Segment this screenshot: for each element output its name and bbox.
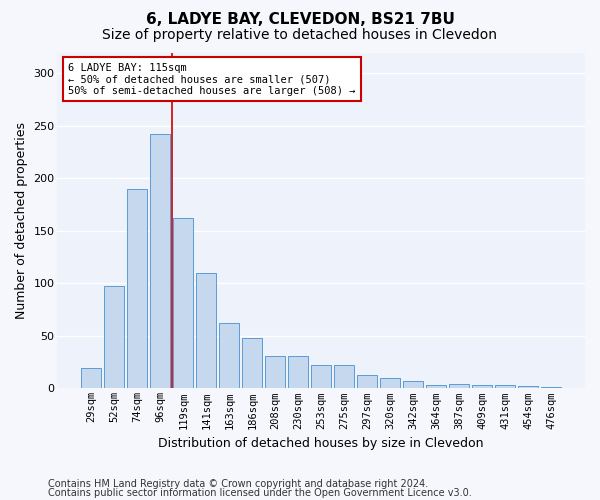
Bar <box>472 385 492 388</box>
Bar <box>518 386 538 388</box>
Bar <box>104 286 124 389</box>
Bar <box>151 134 170 388</box>
Bar <box>220 324 239 388</box>
Bar <box>380 378 400 388</box>
Text: 6 LADYE BAY: 115sqm
← 50% of detached houses are smaller (507)
50% of semi-detac: 6 LADYE BAY: 115sqm ← 50% of detached ho… <box>68 62 356 96</box>
Bar <box>358 374 377 388</box>
Text: Size of property relative to detached houses in Clevedon: Size of property relative to detached ho… <box>103 28 497 42</box>
Bar <box>496 385 515 388</box>
X-axis label: Distribution of detached houses by size in Clevedon: Distribution of detached houses by size … <box>158 437 484 450</box>
Bar <box>265 356 285 388</box>
Text: Contains HM Land Registry data © Crown copyright and database right 2024.: Contains HM Land Registry data © Crown c… <box>48 479 428 489</box>
Bar <box>311 366 331 388</box>
Text: 6, LADYE BAY, CLEVEDON, BS21 7BU: 6, LADYE BAY, CLEVEDON, BS21 7BU <box>146 12 454 28</box>
Bar <box>403 381 423 388</box>
Text: Contains public sector information licensed under the Open Government Licence v3: Contains public sector information licen… <box>48 488 472 498</box>
Bar <box>289 356 308 388</box>
Bar <box>196 273 216 388</box>
Bar <box>173 218 193 388</box>
Y-axis label: Number of detached properties: Number of detached properties <box>15 122 28 319</box>
Bar <box>427 385 446 388</box>
Bar <box>334 366 354 388</box>
Bar <box>127 189 147 388</box>
Bar <box>449 384 469 388</box>
Bar <box>242 338 262 388</box>
Bar <box>82 368 101 388</box>
